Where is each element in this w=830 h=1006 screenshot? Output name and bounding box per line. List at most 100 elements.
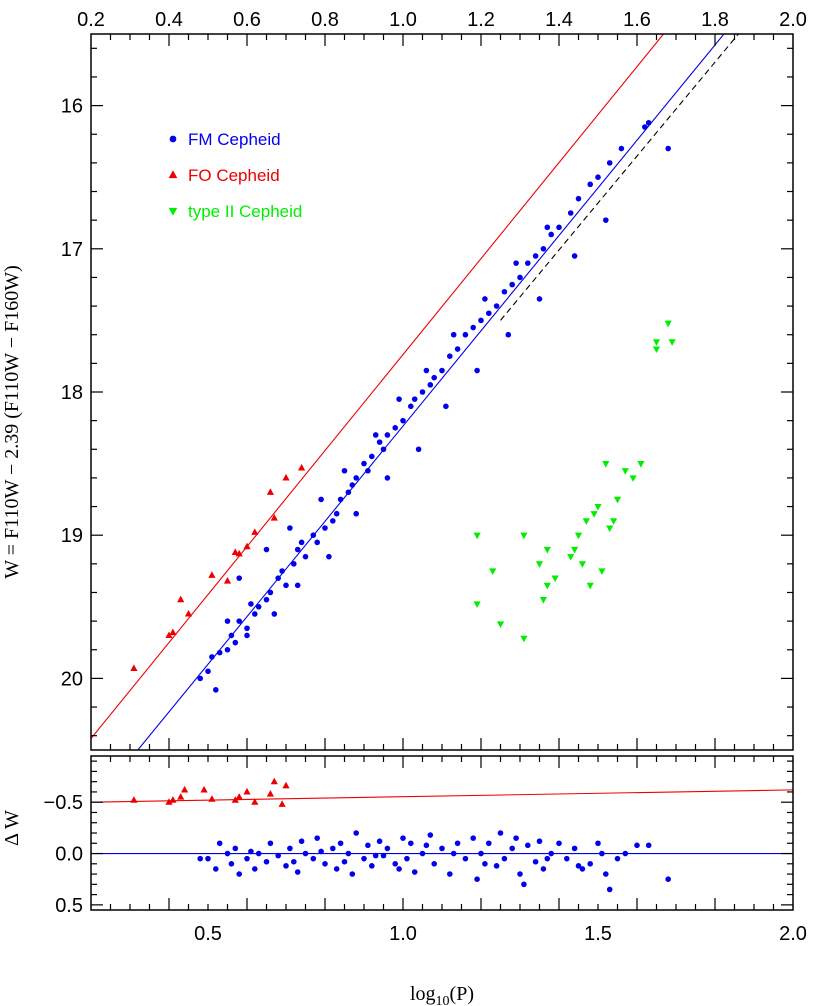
legend-marker-type-ii-cepheid [168, 207, 178, 216]
residual-point-fm-cepheid [454, 840, 461, 847]
residual-ref-line-1 [91, 789, 793, 803]
point-fo-cepheid [130, 664, 138, 671]
residual-point-fm-cepheid [228, 861, 235, 867]
residual-point-fo-cepheid [169, 796, 177, 803]
point-fm-cepheid [439, 367, 445, 374]
point-fm-cepheid [431, 374, 438, 381]
x-tick-label-top: 1.4 [545, 9, 573, 31]
residual-point-fm-cepheid [462, 855, 469, 862]
residual-point-fm-cepheid [439, 845, 445, 852]
residual-point-fm-cepheid [333, 866, 340, 872]
residual-point-fm-cepheid [384, 845, 391, 852]
residual-point-fm-cepheid [205, 855, 211, 862]
residual-point-fm-cepheid [341, 858, 348, 865]
residual-point-fm-cepheid [361, 855, 367, 862]
point-fm-cepheid [224, 618, 231, 624]
point-type-ii-cepheid [551, 575, 559, 583]
point-fm-cepheid [423, 367, 430, 374]
point-type-ii-cepheid [496, 621, 505, 628]
point-fm-cepheid [408, 403, 414, 410]
point-fm-cepheid [298, 539, 305, 546]
fit-line-0 [91, 34, 664, 739]
point-fm-cepheid [333, 510, 340, 517]
residual-point-fm-cepheid [380, 852, 387, 859]
point-type-ii-cepheid [543, 546, 551, 554]
point-type-ii-cepheid [520, 532, 528, 540]
residual-point-fm-cepheid [216, 840, 223, 847]
residual-point-fo-cepheid [270, 777, 278, 785]
residual-point-fm-cepheid [599, 850, 605, 857]
point-type-ii-cepheid [652, 346, 661, 354]
y-tick-label-top: 20 [61, 668, 83, 690]
point-fo-cepheid [282, 473, 290, 481]
point-fm-cepheid [411, 396, 418, 402]
point-fm-cepheid [263, 596, 270, 603]
point-fm-cepheid [279, 568, 285, 574]
point-fm-cepheid [517, 274, 523, 281]
point-fm-cepheid [384, 432, 391, 438]
residual-point-fm-cepheid [294, 869, 301, 875]
y-tick-label-bottom: −0.5 [44, 792, 83, 814]
bottom-y-axis-label: Δ W [1, 810, 23, 846]
residual-point-fm-cepheid [564, 855, 570, 862]
residual-point-fo-cepheid [282, 781, 290, 789]
point-type-ii-cepheid [489, 568, 497, 575]
residual-point-fm-cepheid [213, 866, 219, 872]
residual-point-fm-cepheid [622, 850, 629, 857]
residual-point-fm-cepheid [322, 861, 328, 867]
point-fo-cepheid [231, 548, 239, 555]
residual-point-fm-cepheid [411, 869, 418, 875]
residual-point-fo-cepheid [165, 798, 173, 805]
residual-point-fm-cepheid [400, 835, 406, 841]
point-type-ii-cepheid [574, 532, 583, 540]
point-fm-cepheid [447, 353, 453, 360]
point-fm-cepheid [302, 553, 309, 560]
legend-label-fm-cepheid: FM Cepheid [188, 130, 281, 149]
x-tick-label-top: 1.6 [623, 9, 651, 31]
legend: FM Cepheid FO Cepheid type II Cepheid [168, 130, 302, 221]
point-fm-cepheid [525, 260, 531, 266]
residual-point-fm-cepheid [427, 832, 434, 838]
point-fm-cepheid [330, 518, 336, 524]
point-fm-cepheid [369, 453, 375, 460]
residual-point-fm-cepheid [392, 861, 399, 867]
point-fm-cepheid [275, 575, 282, 581]
residual-point-fm-cepheid [244, 855, 250, 862]
residual-point-fm-cepheid [521, 881, 527, 888]
x-tick-label-top: 2.0 [779, 9, 807, 31]
x-axis-label: log10(P) [410, 983, 474, 1006]
point-type-ii-cepheid [539, 597, 547, 604]
residual-point-fm-cepheid [310, 855, 317, 862]
residual-point-fo-cepheid [251, 798, 259, 805]
x-tick-label-top: 1.2 [467, 9, 495, 31]
residual-point-fm-cepheid [314, 835, 321, 841]
point-fm-cepheid [665, 145, 671, 152]
point-fo-cepheid [266, 488, 274, 495]
point-fm-cepheid [365, 467, 371, 474]
residual-point-fm-cepheid [614, 855, 621, 862]
residual-point-fm-cepheid [575, 863, 582, 869]
point-fm-cepheid [384, 475, 391, 481]
point-fm-cepheid [415, 446, 422, 453]
point-fm-cepheid [345, 489, 352, 496]
point-fm-cepheid [595, 174, 601, 180]
residual-point-fm-cepheid [419, 850, 426, 857]
point-type-ii-cepheid [473, 532, 481, 540]
axis-ticks: 0.2 0.4 0.6 0.8 1.0 1.2 1.4 1.6 1.8 2.0 0.5 1.0 1.5 2… [44, 9, 807, 945]
residual-point-fm-cepheid [493, 863, 500, 869]
point-type-ii-cepheid [520, 635, 528, 643]
residual-point-fm-cepheid [536, 838, 543, 845]
point-fm-cepheid [361, 460, 367, 467]
residual-point-fm-cepheid [369, 863, 375, 869]
y-tick-label-top: 16 [61, 96, 83, 118]
residual-point-fm-cepheid [450, 850, 457, 857]
x-tick-label-top: 0.4 [155, 9, 183, 31]
residual-point-fo-cepheid [177, 793, 185, 800]
x-tick-label-top: 1.0 [389, 9, 417, 31]
point-fm-cepheid [419, 389, 426, 395]
residual-point-fm-cepheid [587, 861, 593, 867]
x-tick-label-top: 0.8 [311, 9, 339, 31]
y-tick-label-bottom: 0.0 [55, 844, 83, 866]
x-tick-label-top: 1.8 [701, 9, 729, 31]
